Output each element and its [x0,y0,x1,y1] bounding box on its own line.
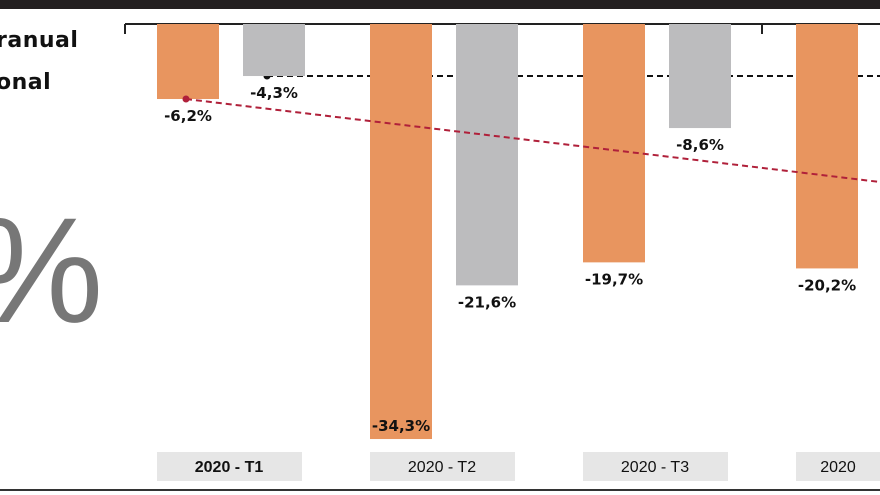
top-border [0,0,880,9]
category-label: 2020 - T3 [621,459,689,476]
reference-line-red [185,98,880,183]
bar-gray [456,24,518,286]
category-label-box [370,452,515,481]
data-label: -8,6% [676,136,724,154]
data-label: -34,3% [372,417,430,435]
bar-orange [796,24,858,269]
bottom-border [0,489,880,491]
data-label: -19,7% [585,270,643,288]
bar-gray [669,24,731,129]
data-label: -4,3% [250,84,298,102]
category-label: 2020 - T1 [195,459,264,476]
reference-point [182,95,190,103]
data-label: -6,2% [164,107,212,125]
bar-orange [370,24,432,440]
legend-line-2: onal [0,70,52,95]
category-label-box [583,452,728,481]
category-label: 2020 [820,459,856,476]
category-label-box [796,452,880,481]
bar-gray [243,24,305,77]
legend-line-1: ranual [0,28,79,53]
bar-orange [157,24,219,100]
big-percent-symbol: % [0,195,103,345]
bar-orange [583,24,645,263]
data-label: -20,2% [798,276,856,294]
category-label: 2020 - T2 [408,459,476,476]
data-label: -21,6% [458,293,516,311]
category-label-box [157,452,302,481]
